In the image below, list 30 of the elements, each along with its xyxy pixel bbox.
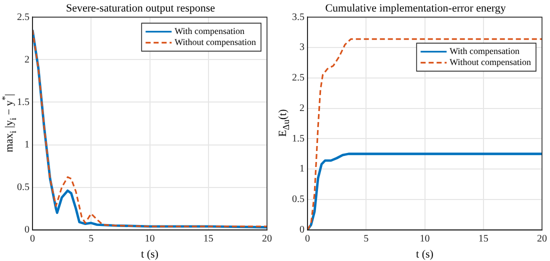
x-tick-label: 5 <box>364 233 369 244</box>
x-tick-label: 10 <box>420 233 430 244</box>
legend-label: Without compensation <box>174 37 256 48</box>
y-tick-label: 3.5 <box>292 12 304 23</box>
chart-title: Severe-saturation output response <box>66 2 216 14</box>
x-tick-label: 15 <box>203 233 214 244</box>
y-tick-label: 1 <box>24 139 30 150</box>
chart-title: Cumulative implementation-error energy <box>325 2 506 14</box>
y-tick-label: 0.5 <box>17 182 30 193</box>
y-tick-label: 3 <box>300 42 304 54</box>
y-tick-label: 1 <box>300 164 304 175</box>
x-axis-title: t (s) <box>141 248 159 260</box>
x-tick-label: 5 <box>88 233 94 244</box>
x-axis-title: t (s) <box>416 248 434 260</box>
y-tick-label: 2 <box>24 54 30 66</box>
x-tick-label: 20 <box>262 233 272 244</box>
x-tick-label: 15 <box>478 233 488 244</box>
y-tick-label: 2.5 <box>292 72 304 84</box>
y-tick-label: 2.5 <box>17 12 30 23</box>
legend-label: With compensation <box>174 26 245 36</box>
y-tick-label: 0 <box>24 224 30 236</box>
y-tick-label: 2 <box>300 102 304 114</box>
x-tick-label: 10 <box>144 233 155 244</box>
y-tick-label: 1.5 <box>17 96 30 108</box>
y-tick-label: 0 <box>300 224 304 236</box>
legend-label: Without compensation <box>450 57 532 68</box>
y-tick-label: 1.5 <box>292 133 304 144</box>
x-tick-label: 20 <box>537 233 547 244</box>
y-tick-label: 0.5 <box>292 194 304 206</box>
legend-label: With compensation <box>450 46 520 56</box>
